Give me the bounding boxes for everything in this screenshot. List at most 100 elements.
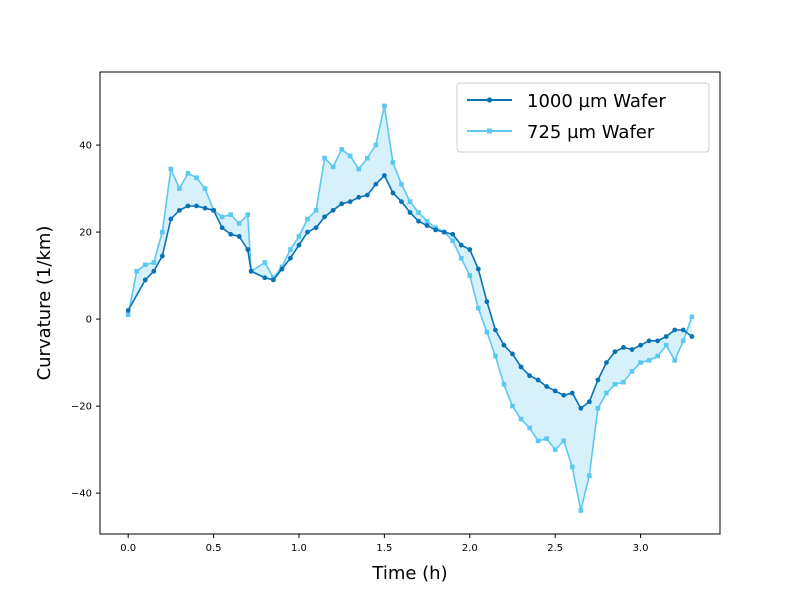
x-axis: 0.0 0.5 1.0 1.5 2.0 2.5 3.0 <box>120 534 649 554</box>
data-point-725um <box>202 186 208 191</box>
data-point-725um <box>245 212 251 217</box>
data-point-1000um <box>407 210 413 215</box>
data-point-725um <box>518 416 524 422</box>
data-point-1000um <box>458 242 464 248</box>
data-point-1000um <box>424 223 430 228</box>
legend-box <box>456 82 710 153</box>
data-point-1000um <box>467 247 473 252</box>
data-point-725um <box>535 438 541 444</box>
data-point-1000um <box>194 203 199 209</box>
y-axis-label: Curvature (1/km) <box>34 226 55 381</box>
data-point-725um <box>646 358 652 363</box>
data-point-1000um <box>544 384 550 389</box>
data-point-1000um <box>518 364 524 370</box>
data-point-725um <box>629 368 635 374</box>
data-point-1000um <box>296 242 302 248</box>
data-point-725um <box>450 238 455 244</box>
data-point-725um <box>288 247 293 252</box>
x-tick-label: 2.0 <box>462 543 478 554</box>
series-layer <box>125 103 695 513</box>
data-point-1000um <box>501 342 507 348</box>
data-point-1000um <box>288 255 293 261</box>
data-point-1000um <box>621 344 626 350</box>
plot-frame <box>99 71 721 535</box>
x-tick-label: 0.0 <box>120 543 136 554</box>
data-point-1000um <box>330 207 336 213</box>
data-point-725um <box>322 155 327 161</box>
legend-label-725um: 725 µm Wafer <box>527 122 655 143</box>
data-point-725um <box>390 160 396 165</box>
y-tick-label: 0 <box>86 315 92 326</box>
data-point-725um <box>476 305 481 311</box>
data-point-1000um <box>535 377 541 383</box>
data-point-1000um <box>527 373 532 379</box>
x-axis-label: Time (h) <box>371 563 447 584</box>
y-tick-label: 20 <box>79 228 92 239</box>
fill-between-region <box>128 105 692 511</box>
data-point-1000um <box>629 347 635 352</box>
data-point-1000um <box>151 268 157 274</box>
data-point-725um <box>236 221 242 226</box>
data-point-1000um <box>663 334 669 339</box>
data-point-1000um <box>604 360 609 365</box>
data-point-1000um <box>510 351 515 357</box>
data-point-1000um <box>322 214 328 220</box>
y-tick-label: −40 <box>71 489 92 500</box>
data-point-1000um <box>248 268 254 274</box>
data-point-1000um <box>475 266 481 272</box>
data-point-725um <box>219 214 225 220</box>
data-point-725um <box>347 153 353 159</box>
data-point-725um <box>493 353 498 359</box>
fill-between-area <box>128 105 692 511</box>
data-point-725um <box>655 353 660 359</box>
data-point-725um <box>680 338 686 344</box>
y-axis: −40 −20 0 20 40 <box>71 141 100 500</box>
data-point-725um <box>612 382 618 387</box>
data-point-1000um <box>655 338 661 344</box>
data-point-725um <box>177 186 182 191</box>
data-point-1000um <box>381 173 387 178</box>
data-point-725um <box>356 166 362 172</box>
y-tick-label: −20 <box>71 402 92 413</box>
x-tick-label: 3.0 <box>633 543 649 554</box>
data-point-1000um <box>125 307 131 313</box>
data-point-725um <box>569 464 575 470</box>
data-point-725um <box>510 403 515 409</box>
data-point-725um <box>194 175 199 181</box>
data-point-725um <box>142 262 148 268</box>
data-point-1000um <box>680 327 686 333</box>
x-tick-label: 1.5 <box>376 543 392 554</box>
x-tick-label: 2.5 <box>547 543 563 554</box>
data-point-1000um <box>492 327 498 333</box>
data-point-1000um <box>262 275 268 281</box>
data-point-725um <box>604 390 609 396</box>
data-point-725um <box>501 382 507 387</box>
data-point-1000um <box>279 266 285 272</box>
data-point-1000um <box>672 327 678 333</box>
data-point-1000um <box>646 338 652 344</box>
x-tick-label: 1.0 <box>291 543 307 554</box>
data-point-1000um <box>245 247 251 252</box>
data-point-1000um <box>305 229 310 235</box>
data-point-725um <box>365 155 370 161</box>
data-point-1000um <box>313 225 319 231</box>
data-point-1000um <box>142 277 148 283</box>
data-point-725um <box>160 229 165 235</box>
data-point-1000um <box>433 227 439 233</box>
data-point-725um <box>382 103 387 109</box>
data-point-1000um <box>339 201 345 207</box>
data-point-725um <box>424 218 430 224</box>
x-tick-label: 0.5 <box>206 543 222 554</box>
data-point-1000um <box>211 207 216 213</box>
data-point-1000um <box>450 231 456 237</box>
data-point-725um <box>151 260 157 265</box>
data-point-725um <box>458 255 464 261</box>
data-point-1000um <box>390 190 396 196</box>
data-point-725um <box>305 216 310 222</box>
data-point-1000um <box>347 199 353 205</box>
data-point-1000um <box>159 253 165 259</box>
data-point-1000um <box>168 216 174 222</box>
data-point-1000um <box>185 203 191 209</box>
data-point-1000um <box>484 299 490 305</box>
